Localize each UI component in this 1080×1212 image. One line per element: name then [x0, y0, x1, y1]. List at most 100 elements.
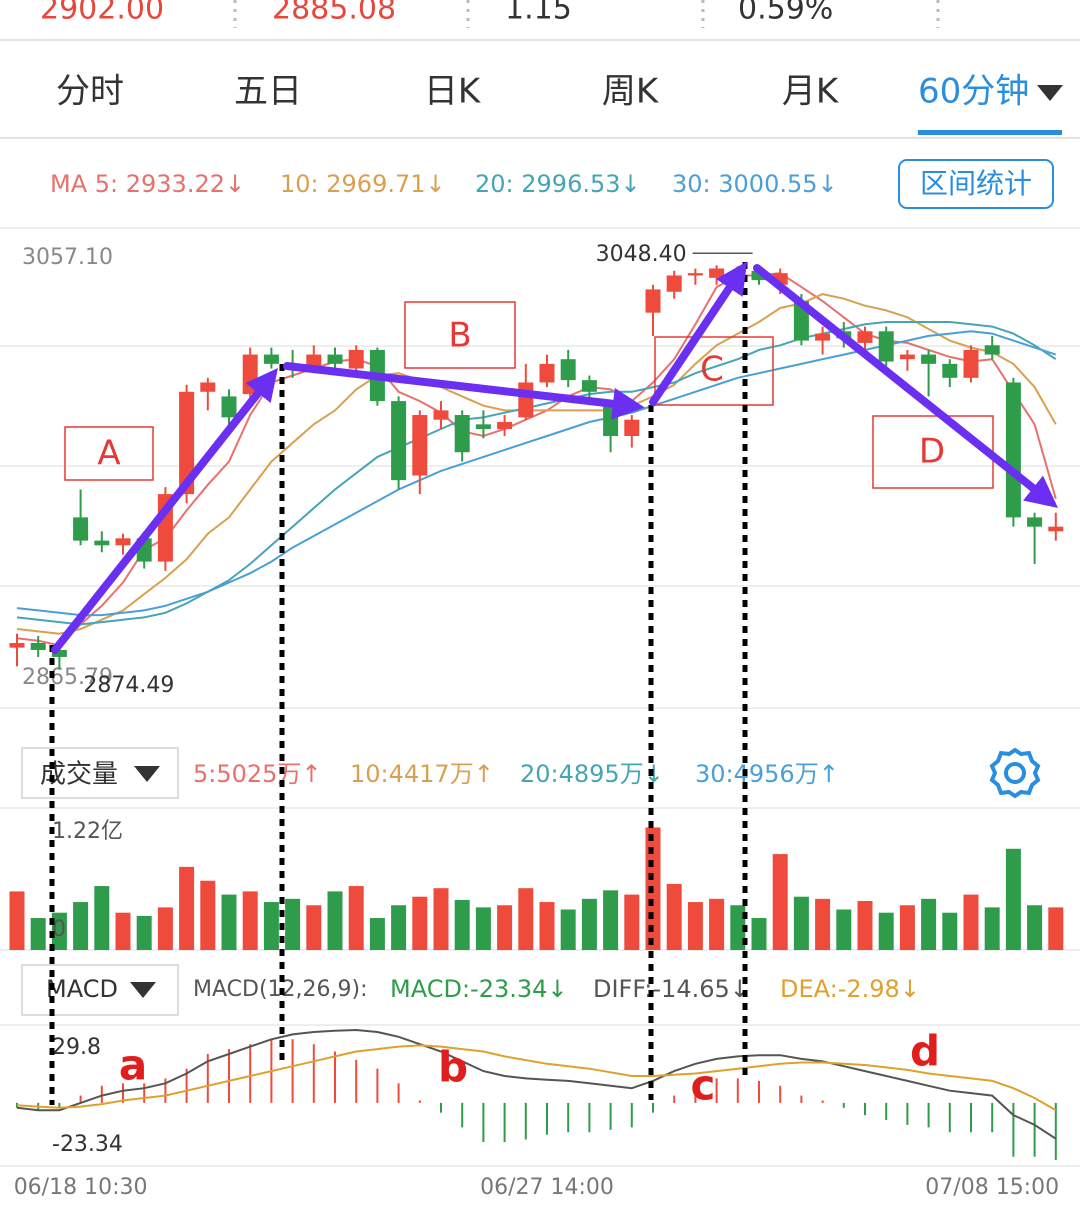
volume-bar	[666, 883, 682, 950]
tab[interactable]: 月K	[782, 72, 840, 112]
annotation-label: c	[691, 1061, 716, 1110]
volume-bar	[793, 896, 809, 950]
volume-bar	[221, 894, 237, 950]
candle-body	[306, 354, 322, 367]
legend-entry: MA 5: 2933.22↓	[50, 170, 245, 198]
volume-bar	[624, 894, 640, 950]
candle-body	[115, 538, 131, 546]
candle-body	[433, 410, 449, 420]
volume-bar	[94, 886, 110, 950]
candle-body	[1048, 526, 1064, 532]
candle-body	[942, 363, 958, 378]
min-label: 2874.49	[83, 673, 174, 698]
tab-underline	[918, 130, 1062, 135]
candle-body	[94, 540, 110, 546]
candle-body	[666, 275, 682, 292]
candle-body	[751, 270, 767, 281]
candle-body	[51, 649, 67, 657]
volume-bar	[899, 905, 915, 950]
candle-body	[391, 401, 407, 481]
volume-bar	[984, 907, 1000, 950]
settings-icon[interactable]	[989, 747, 1041, 799]
candle-body	[772, 273, 788, 285]
volume-bar	[815, 898, 831, 950]
volume-bar	[433, 888, 449, 950]
annotation-label: b	[438, 1043, 468, 1092]
quote-value: 0.59%	[738, 0, 833, 27]
candle-body	[263, 354, 279, 364]
volume-bar	[200, 880, 216, 950]
legend-entry: DEA:-2.98↓	[780, 975, 920, 1003]
annotation-label: d	[910, 1027, 940, 1076]
volume-bar	[730, 905, 746, 950]
ma-line	[16, 321, 1057, 626]
macd-line	[16, 1028, 1057, 1140]
ma-line	[16, 272, 1057, 647]
volume-bar	[1027, 905, 1043, 950]
volume-bar	[1005, 848, 1021, 950]
candle-body	[73, 517, 89, 541]
annotation-label: A	[97, 434, 120, 474]
volume-bar	[115, 912, 131, 950]
candle-body	[1027, 517, 1043, 527]
candle-body	[921, 354, 937, 364]
candle-body	[560, 359, 576, 381]
volume-bar	[412, 896, 428, 950]
annotation-label: D	[919, 432, 945, 472]
volume-bar	[539, 902, 555, 950]
candle-body	[878, 331, 894, 362]
volume-bar	[369, 918, 385, 950]
volume-bar	[942, 912, 958, 950]
volume-bar	[285, 898, 301, 950]
button-label[interactable]: 区间统计	[920, 167, 1032, 200]
tab[interactable]: 分时	[56, 72, 124, 112]
x-tick-label: 06/18 10:30	[14, 1175, 148, 1200]
volume-bar	[306, 905, 322, 950]
indicator-dropdown[interactable]	[21, 964, 179, 1016]
volume-bar	[263, 902, 279, 950]
volume-bar	[9, 891, 25, 950]
candle-body	[963, 349, 979, 378]
candle-body	[30, 642, 46, 650]
candle-body	[327, 354, 343, 364]
candle-body	[454, 415, 470, 453]
volume-bar	[560, 909, 576, 950]
tab[interactable]: 五日	[234, 72, 302, 112]
volume-bar	[454, 899, 470, 950]
ma-line	[16, 293, 1057, 635]
volume-bar	[391, 905, 407, 950]
volume-bar	[30, 918, 46, 950]
tab[interactable]: 日K	[424, 72, 482, 112]
legend-entry: 5:5025万↑	[193, 760, 322, 788]
candle-body	[179, 391, 195, 495]
volume-bar	[157, 907, 173, 950]
tab-active[interactable]: 60分钟	[918, 72, 1029, 112]
annotation-label: C	[700, 350, 724, 390]
volume-bar	[878, 912, 894, 950]
macd-line	[16, 1044, 1057, 1112]
volume-bar	[136, 915, 152, 950]
y-tick-label: 0	[52, 917, 66, 942]
dropdown-arrow	[130, 982, 156, 998]
volume-bar	[836, 909, 852, 950]
quote-value: 1.15	[505, 0, 572, 27]
legend-entry: 20: 2996.53↓	[475, 170, 641, 198]
candle-body	[1005, 382, 1021, 518]
volume-bar	[687, 902, 703, 950]
volume-bar	[242, 891, 258, 950]
volume-bar	[475, 907, 491, 950]
y-tick-label: 3057.10	[22, 245, 113, 270]
candle-body	[687, 273, 703, 276]
candle-body	[815, 333, 831, 341]
candle-body	[9, 642, 25, 648]
candle-body	[348, 349, 364, 369]
range-stats-button[interactable]	[898, 159, 1054, 209]
legend-entry: 30: 3000.55↓	[672, 170, 838, 198]
candle-body	[624, 419, 640, 436]
y-tick-label: 1.22亿	[52, 819, 123, 844]
volume-bar	[603, 890, 619, 950]
volume-bar	[497, 905, 513, 950]
volume-bar	[348, 886, 364, 950]
tab[interactable]: 周K	[602, 72, 660, 112]
